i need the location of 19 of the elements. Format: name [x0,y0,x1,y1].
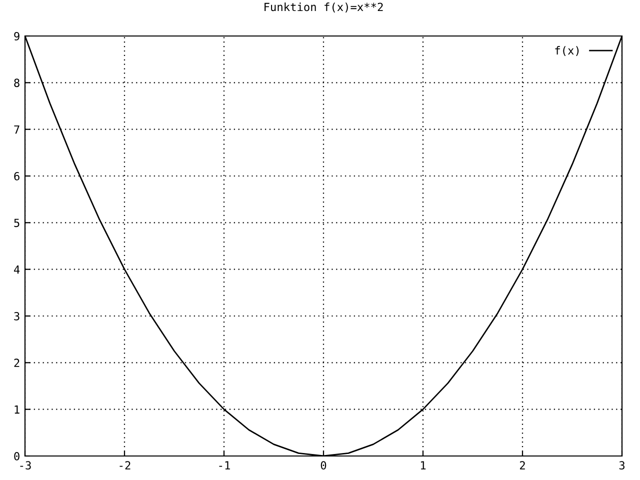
x-tick-label: 2 [520,461,525,470]
y-tick-label: 2 [14,358,20,367]
y-tick-label: 4 [14,265,20,274]
x-tick-label: -2 [120,461,130,470]
y-tick-label: 6 [14,172,20,180]
y-tick-label: 8 [14,78,20,88]
x-tick-label: 1 [420,461,426,470]
x-tick-label: -3 [20,461,31,470]
y-tick-label: 7 [14,125,20,134]
y-tick-label: 1 [14,405,20,414]
y-tick-label: 9 [14,32,20,40]
x-tick-label: 0 [320,461,326,470]
x-tick-label: -1 [219,461,230,470]
legend-label: f(x) [555,46,579,56]
y-tick-label: 0 [14,452,20,460]
x-tick-label: 3 [619,461,625,470]
y-tick-label: 5 [14,218,20,228]
y-tick-label: 3 [14,312,20,320]
chart-title: Funktion f(x)=x**2 [264,2,383,12]
